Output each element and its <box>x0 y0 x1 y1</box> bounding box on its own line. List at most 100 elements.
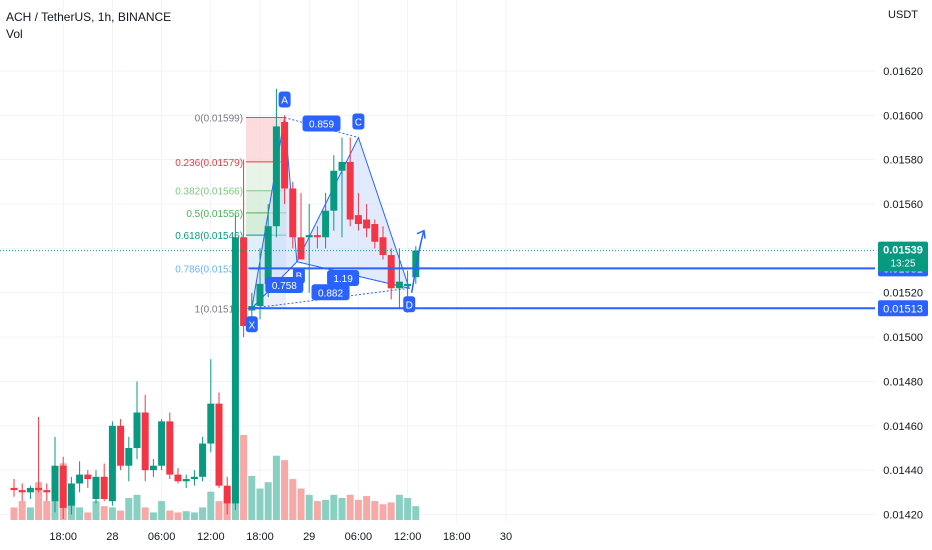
volume-bar <box>272 455 280 520</box>
candle-up <box>412 250 420 278</box>
candle-down <box>281 121 289 189</box>
volume-bar <box>371 501 379 520</box>
candle-down <box>215 403 223 486</box>
candle-up <box>51 465 59 502</box>
price-tick-label: 0.01580 <box>883 155 923 167</box>
volume-bar <box>190 512 198 520</box>
candle-down <box>35 487 43 491</box>
volume-bar <box>182 511 190 520</box>
fib-level-label: 0.618(0.01546) <box>175 231 243 242</box>
volume-bar <box>281 460 289 520</box>
volume-bar <box>149 512 157 520</box>
candle-down <box>346 161 354 220</box>
time-tick-label: 06:00 <box>345 531 373 543</box>
candle-up <box>256 283 264 307</box>
time-tick-label: 06:00 <box>148 531 176 543</box>
volume-bar <box>264 482 272 520</box>
volume-bar <box>240 434 248 520</box>
volume-bar <box>174 512 182 520</box>
volume-bar <box>207 491 215 520</box>
price-tick-label: 0.01480 <box>883 376 923 388</box>
candle-up <box>76 474 84 484</box>
candle-up <box>182 479 190 482</box>
volume-bar <box>289 479 297 520</box>
candle-down <box>379 237 387 256</box>
pattern-ratio-label: 0.882 <box>318 288 343 299</box>
volume-bar <box>404 497 412 520</box>
pattern-point-label: A <box>281 96 288 107</box>
volume-bar <box>26 507 34 520</box>
candle-up <box>92 476 100 499</box>
pattern-ratio-label: 1.19 <box>333 274 353 285</box>
candle-down <box>84 474 92 480</box>
volume-bar <box>256 488 264 520</box>
volume-indicator-label[interactable]: Vol <box>6 27 23 41</box>
pattern-ratio-label: 0.859 <box>309 120 334 131</box>
candle-down <box>141 412 149 471</box>
volume-bar <box>305 494 313 520</box>
volume-bar <box>117 510 125 520</box>
volume-bar <box>10 507 18 520</box>
time-tick-label: 12:00 <box>197 531 225 543</box>
candle-down <box>100 476 108 499</box>
pattern-point-label: X <box>248 320 255 331</box>
time-tick-label: 28 <box>106 531 118 543</box>
volume-bar <box>322 499 330 520</box>
pattern-ratio-badge <box>302 115 341 132</box>
candle-down <box>59 465 67 508</box>
price-tick-label: 0.01460 <box>883 421 923 433</box>
countdown-label: 13:25 <box>890 259 915 270</box>
price-tick-label: 0.01520 <box>883 288 923 300</box>
volume-bar <box>92 501 100 520</box>
candle-down <box>371 223 379 242</box>
fib-level-label: 0.236(0.01579) <box>175 158 243 169</box>
volume-bar <box>199 507 207 520</box>
projection-arrow <box>410 230 425 293</box>
price-level-tag-label: 0.01513 <box>883 303 923 315</box>
candle-down <box>363 219 371 229</box>
pattern-point-x-badge <box>245 316 258 333</box>
price-tick-label: 0.01600 <box>883 110 923 122</box>
candle-up <box>395 281 403 289</box>
pattern-ratio-badge <box>327 270 360 286</box>
price-tick-label: 0.01500 <box>883 332 923 344</box>
volume-bar <box>141 507 149 520</box>
pattern-point-c-badge <box>352 113 365 130</box>
candle-up <box>207 403 215 444</box>
candle-up <box>190 476 198 480</box>
volume-bar <box>100 506 108 520</box>
candle-up <box>125 447 133 466</box>
candle-up <box>108 425 116 502</box>
time-tick-label: 30 <box>500 531 512 543</box>
volume-bar <box>297 488 305 520</box>
volume-bar <box>158 501 166 520</box>
volume-bar <box>248 475 256 520</box>
fib-level-label: 1(0.01513) <box>195 304 243 315</box>
volume-bar <box>108 507 116 520</box>
pattern-ratio-badge <box>265 276 304 293</box>
symbol-title[interactable]: ACH / TetherUS, 1h, BINANCE <box>6 10 172 24</box>
candle-down <box>297 237 305 260</box>
time-tick-label: 18:00 <box>49 531 77 543</box>
volume-bar <box>215 501 223 520</box>
volume-bar <box>125 497 133 520</box>
pattern-ratio-line <box>284 117 359 138</box>
volume-bar <box>387 502 395 520</box>
volume-bar <box>43 501 51 520</box>
fib-level-label: 0(0.01599) <box>195 114 243 125</box>
candle-up <box>199 443 207 477</box>
candle-up <box>338 161 346 171</box>
time-tick-label: 29 <box>303 531 315 543</box>
candle-down <box>240 237 248 327</box>
volume-bar <box>313 501 321 520</box>
candle-up <box>133 412 141 448</box>
candle-down <box>18 490 26 493</box>
volume-bar <box>363 496 371 520</box>
volume-bar <box>84 512 92 520</box>
volume-bar <box>354 499 362 520</box>
candle-up <box>158 421 166 466</box>
pattern-ratio-line <box>251 287 410 309</box>
price-tick-label: 0.01620 <box>883 66 923 78</box>
fib-level-label: 0.786(0.01531) <box>175 264 243 275</box>
